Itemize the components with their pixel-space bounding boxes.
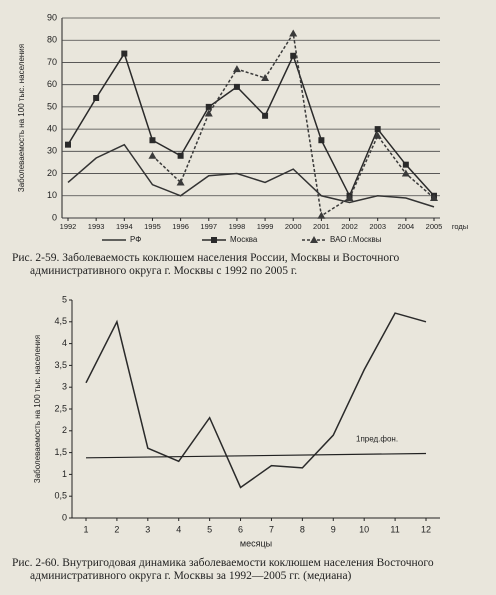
y-axis-label: Заболеваемость на 100 тыс. населения (33, 335, 42, 483)
y-tick-label: 70 (47, 57, 57, 67)
x-tick-label: 1995 (144, 222, 161, 231)
y-tick-label: 10 (47, 190, 57, 200)
y-tick-label: 30 (47, 146, 57, 156)
x-tick-label: 1998 (229, 222, 246, 231)
x-tick-label: 2 (114, 524, 119, 534)
y-tick-label: 80 (47, 35, 57, 45)
x-tick-label: 1999 (257, 222, 274, 231)
marker (148, 151, 157, 159)
series-line (67, 51, 435, 198)
x-tick-label: 1992 (60, 222, 77, 231)
y-tick-label: 0 (52, 212, 57, 222)
marker (65, 141, 71, 148)
marker (232, 65, 241, 73)
x-axis-label: месяцы (240, 538, 272, 548)
y-tick-label: 5 (62, 294, 67, 304)
caption: Рис. 2-59. Заболеваемость коклюшем насел… (12, 252, 400, 277)
y-tick-label: 60 (47, 79, 57, 89)
marker (318, 137, 325, 144)
x-tick-label: 2004 (398, 222, 415, 231)
legend-label: ВАО г.Москвы (330, 235, 382, 244)
marker (262, 112, 269, 119)
legend-label: Москва (230, 235, 258, 244)
x-tick-label: 1997 (200, 222, 217, 231)
series-line (85, 312, 427, 489)
x-tick-label: 7 (269, 524, 274, 534)
marker (373, 131, 382, 139)
marker (401, 169, 410, 177)
marker (204, 109, 213, 117)
y-tick-label: 1,5 (54, 447, 67, 457)
marker (177, 152, 184, 159)
caption: Рис. 2-60. Внутригодовая динамика заболе… (12, 557, 434, 582)
x-tick-label: 1 (83, 524, 88, 534)
x-tick-label: 2003 (369, 222, 386, 231)
marker (149, 137, 156, 144)
x-tick-label: 1996 (172, 222, 189, 231)
y-tick-label: 0,5 (54, 491, 67, 501)
marker (211, 237, 217, 243)
marker (176, 178, 185, 186)
y-tick-label: 0 (62, 512, 67, 522)
threshold-label: 1пред.фон. (356, 435, 398, 444)
x-tick-label: 12 (421, 524, 431, 534)
y-tick-label: 90 (47, 12, 57, 22)
marker (374, 126, 381, 133)
marker (289, 29, 298, 37)
legend-item: ВАО г.Москвы (302, 235, 382, 244)
marker (93, 95, 100, 101)
x-tick-label: 2000 (285, 222, 302, 231)
series-line (151, 31, 435, 218)
marker (402, 161, 409, 168)
x-tick-label: 11 (390, 524, 399, 534)
threshold-line (85, 452, 427, 459)
y-tick-label: 50 (47, 101, 57, 111)
y-axis-label: Заболеваемость на 100 тыс. населения (17, 44, 26, 192)
marker (121, 50, 128, 57)
x-tick-label: 6 (238, 524, 243, 534)
marker (205, 103, 212, 110)
x-tick-label: 8 (300, 524, 305, 534)
x-tick-label: 5 (207, 524, 212, 534)
x-tick-label: 10 (359, 524, 369, 534)
marker (345, 194, 354, 201)
y-tick-label: 4 (62, 338, 67, 348)
y-tick-label: 2 (62, 425, 67, 435)
y-tick-label: 3,5 (54, 360, 67, 370)
legend-item: РФ (102, 235, 141, 244)
x-tick-label: 2001 (313, 222, 330, 231)
x-tick-label: 9 (331, 524, 336, 534)
y-tick-label: 20 (47, 168, 57, 178)
marker (310, 236, 318, 243)
x-tick-label: 4 (176, 524, 181, 534)
y-tick-label: 40 (47, 123, 57, 133)
x-tick-label: 3 (145, 524, 150, 534)
series-line (67, 143, 435, 208)
marker (233, 83, 240, 90)
legend-label: РФ (130, 235, 141, 244)
y-tick-label: 3 (62, 382, 67, 392)
y-tick-label: 1 (62, 469, 67, 479)
legend-item: Москва (202, 235, 258, 244)
x-tick-label: 2005 (426, 222, 443, 231)
marker (290, 52, 297, 59)
x-tick-label: 1993 (88, 222, 105, 231)
x-axis-label: годы (452, 222, 468, 231)
y-tick-label: 2,5 (54, 403, 67, 413)
marker (317, 211, 326, 219)
marker (430, 194, 438, 201)
x-tick-label: 1994 (116, 222, 133, 231)
x-tick-label: 2002 (341, 222, 358, 231)
y-tick-label: 4,5 (54, 316, 67, 326)
marker (261, 74, 270, 81)
